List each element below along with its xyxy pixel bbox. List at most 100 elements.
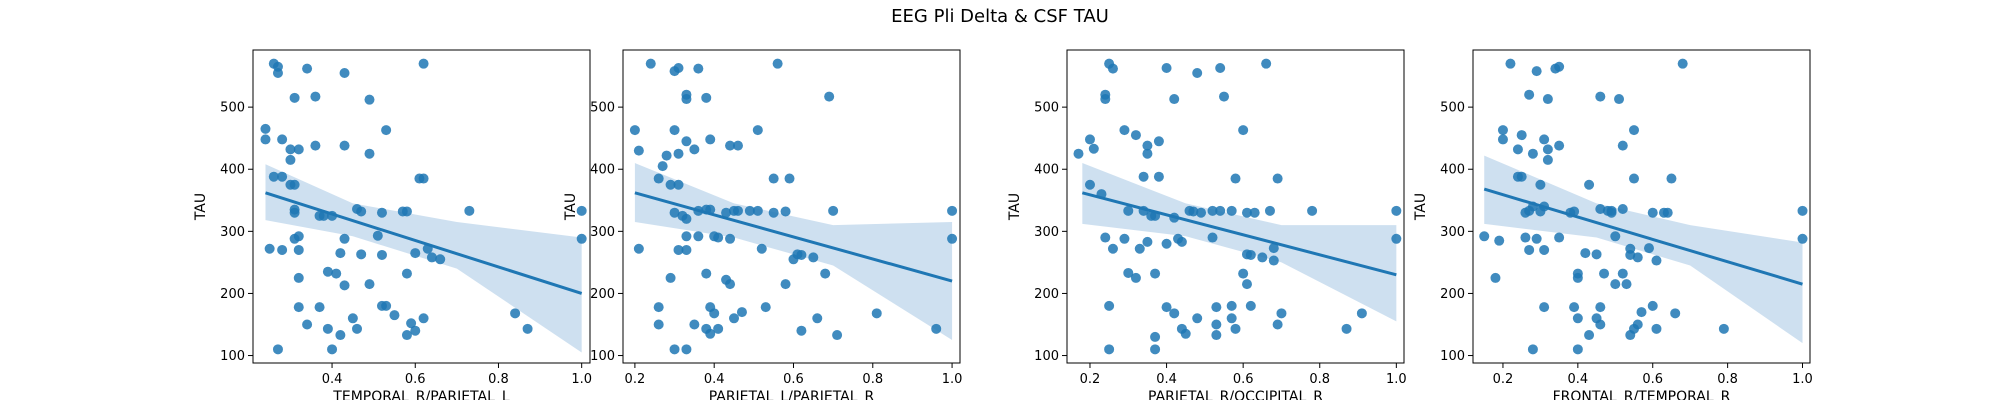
data-point — [310, 140, 321, 151]
data-point — [673, 244, 684, 255]
x-tick-label: 0.8 — [1309, 372, 1330, 387]
data-point — [653, 319, 664, 330]
x-tick-label: 1.0 — [571, 372, 592, 387]
y-tick-label: 200 — [220, 287, 245, 302]
data-point — [657, 161, 668, 172]
data-point — [725, 279, 736, 290]
data-point — [260, 123, 271, 134]
data-point — [681, 244, 692, 255]
axes-frame — [1066, 49, 1405, 364]
data-point — [1512, 144, 1523, 155]
y-tick-label: 400 — [220, 163, 245, 178]
data-point — [931, 323, 942, 334]
x-tick-label: 0.2 — [1493, 372, 1514, 387]
data-point — [1584, 179, 1595, 190]
data-point — [1123, 267, 1134, 278]
x-axis-label: TEMPORAL_R/PARIETAL_L — [332, 389, 510, 400]
data-point — [1169, 308, 1180, 319]
data-point — [1606, 207, 1617, 218]
data-point — [339, 280, 350, 291]
data-point — [293, 244, 304, 255]
data-point — [1497, 134, 1508, 145]
data-point — [339, 233, 350, 244]
data-point — [1207, 205, 1218, 216]
data-point — [705, 328, 716, 339]
data-point — [339, 140, 350, 151]
data-point — [1797, 233, 1808, 244]
data-point — [633, 243, 644, 254]
data-point — [289, 207, 300, 218]
data-point — [1629, 173, 1640, 184]
y-tick-label: 100 — [1440, 349, 1465, 364]
confidence-band — [265, 164, 582, 353]
data-point — [1572, 272, 1583, 283]
data-point — [1595, 203, 1606, 214]
data-point — [736, 307, 747, 318]
data-point — [327, 344, 338, 355]
x-axis-label: FRONTAL_R/TEMPORAL_R — [1553, 389, 1731, 400]
data-point — [681, 94, 692, 105]
data-point — [302, 63, 313, 74]
data-point — [1524, 244, 1535, 255]
data-point — [1272, 173, 1283, 184]
x-tick-label: 1.0 — [1386, 372, 1407, 387]
data-point — [1554, 232, 1565, 243]
data-point — [1554, 140, 1565, 151]
data-point — [1100, 94, 1111, 105]
data-point — [347, 313, 358, 324]
data-point — [1180, 328, 1191, 339]
y-axis-label: TAU — [563, 193, 579, 221]
data-point — [796, 249, 807, 260]
data-point — [401, 206, 412, 217]
subplot-2: 0.2 0.4 0.6 0.8 1.0 100 200 300 400 500 PARIETAL_L… — [563, 49, 963, 400]
subplot-1: 0.4 0.6 0.8 1.0 100 200 300 400 500 TEMPORAL_R/PA… — [193, 49, 592, 400]
data-point — [1226, 313, 1237, 324]
data-point — [1516, 130, 1527, 141]
y-tick-label: 400 — [1440, 163, 1465, 178]
data-point — [701, 92, 712, 103]
data-point — [820, 268, 831, 279]
data-point — [376, 207, 387, 218]
data-point — [744, 205, 755, 216]
data-point — [322, 266, 333, 277]
data-point — [1625, 330, 1636, 341]
data-point — [1524, 89, 1535, 100]
data-point — [1617, 140, 1628, 151]
data-point — [1632, 252, 1643, 263]
data-point — [1241, 279, 1252, 290]
regression-line — [265, 191, 583, 295]
data-point — [418, 313, 429, 324]
data-point — [401, 330, 412, 341]
data-point — [1632, 319, 1643, 330]
data-point — [1617, 268, 1628, 279]
y-tick-label: 200 — [1034, 287, 1059, 302]
data-point — [293, 231, 304, 242]
data-point — [435, 254, 446, 265]
y-tick-label: 500 — [220, 101, 245, 116]
data-point — [310, 91, 321, 102]
data-point — [1391, 233, 1402, 244]
data-point — [1161, 302, 1172, 313]
x-tick-label: 1.0 — [942, 372, 963, 387]
data-point — [828, 205, 839, 216]
data-point — [689, 144, 700, 155]
data-point — [1138, 171, 1149, 182]
data-point — [1542, 94, 1553, 105]
data-point — [732, 140, 743, 151]
data-point — [1636, 307, 1647, 318]
data-point — [410, 248, 421, 259]
data-point — [1211, 302, 1222, 313]
data-point — [314, 302, 325, 313]
data-point — [653, 302, 664, 313]
data-point — [410, 325, 421, 336]
data-point — [1539, 244, 1550, 255]
data-point — [1572, 313, 1583, 324]
data-point — [673, 63, 684, 74]
data-point — [788, 254, 799, 265]
data-point — [1130, 130, 1141, 141]
x-tick-label: 0.2 — [625, 372, 646, 387]
data-point — [1215, 63, 1226, 74]
data-point — [1670, 308, 1681, 319]
data-point — [752, 125, 763, 136]
data-point — [681, 213, 692, 224]
